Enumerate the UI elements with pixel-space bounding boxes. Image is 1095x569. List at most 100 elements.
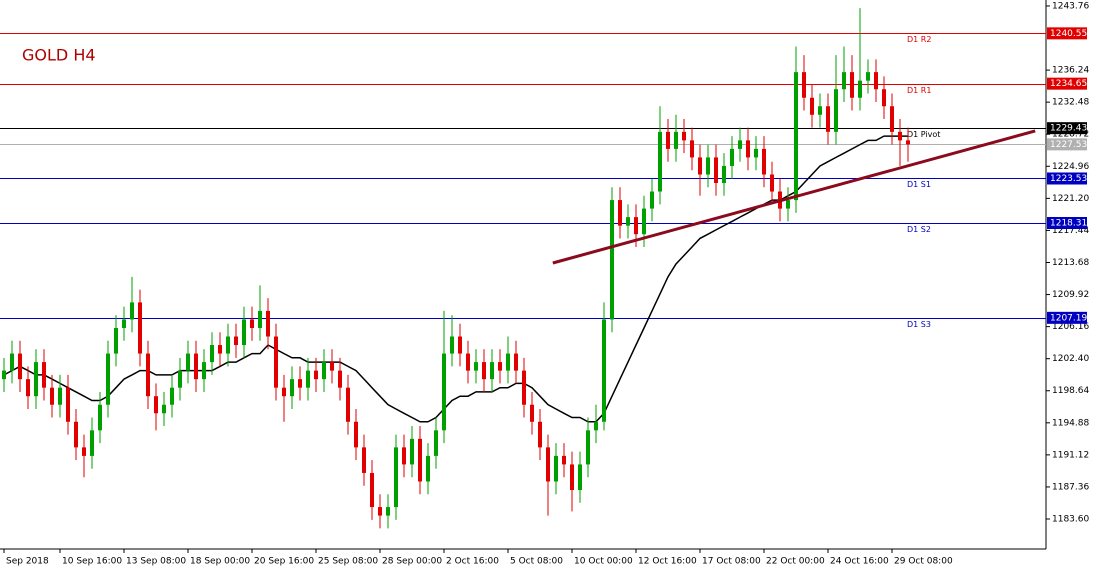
level-label: D1 R1: [907, 86, 931, 95]
candle-body: [754, 148, 758, 158]
candle-body: [274, 336, 278, 388]
y-tick-label: 1191.12: [1052, 450, 1089, 460]
current-box: [1047, 138, 1087, 151]
candle-body: [554, 455, 558, 482]
candle-body: [106, 353, 110, 405]
candle-body: [626, 217, 630, 226]
candle-body: [418, 438, 422, 482]
x-tick-label: 5 Oct 08:00: [510, 557, 563, 567]
candle-body: [314, 370, 318, 380]
x-tick-label: 24 Oct 16:00: [830, 557, 889, 567]
candle-body: [794, 72, 798, 201]
candle-body: [898, 131, 902, 141]
y-tick-label: 1202.40: [1052, 354, 1089, 364]
level-box: [1047, 217, 1087, 230]
candle-body: [426, 455, 430, 482]
candle-body: [850, 72, 854, 98]
candle-body: [818, 106, 822, 115]
candle-body: [490, 362, 494, 380]
y-tick-label: 1221.20: [1052, 194, 1089, 204]
candle-body: [738, 140, 742, 149]
candle-body: [234, 336, 238, 346]
candle-body: [258, 310, 262, 328]
candle-body: [98, 404, 102, 431]
candle-body: [330, 362, 334, 371]
candle-body: [658, 131, 662, 192]
candle-body: [386, 507, 390, 516]
x-tick-label: 28 Sep 00:00: [382, 557, 442, 567]
candle-body: [26, 379, 30, 397]
candle-body: [42, 362, 46, 388]
x-tick-label: Sep 2018: [6, 557, 49, 567]
x-tick-label: 29 Oct 08:00: [894, 557, 953, 567]
candle-body: [210, 345, 214, 363]
candle-body: [546, 447, 550, 482]
level-label: D1 S2: [907, 225, 931, 234]
candle-body: [50, 387, 54, 405]
level-price: 1229.43: [1050, 124, 1087, 134]
candle-body: [362, 447, 366, 473]
candle-body: [770, 174, 774, 192]
candle-body: [698, 157, 702, 175]
current-price: 1227.53: [1050, 140, 1087, 150]
candle-body: [122, 319, 126, 328]
candle-body: [18, 353, 22, 380]
level-box: [1047, 172, 1087, 185]
candle-body: [194, 353, 198, 380]
y-tick-label: 1206.16: [1052, 322, 1089, 332]
candle-body: [250, 319, 254, 328]
y-tick-label: 1198.64: [1052, 386, 1089, 396]
x-tick-label: 12 Oct 16:00: [638, 557, 697, 567]
x-tick-label: 2 Oct 16:00: [446, 557, 499, 567]
candle-body: [226, 336, 230, 354]
candle-body: [146, 353, 150, 397]
y-tick-label: 1209.92: [1052, 290, 1089, 300]
candle-body: [874, 72, 878, 90]
candle-body: [354, 421, 358, 448]
candle-body: [74, 421, 78, 448]
x-tick-label: 25 Sep 08:00: [318, 557, 378, 567]
candle-body: [450, 336, 454, 354]
level-label: D1 R2: [907, 35, 931, 44]
candle-body: [586, 430, 590, 465]
candle-body: [746, 140, 750, 158]
y-tick-label: 1228.72: [1052, 130, 1089, 140]
candle-body: [810, 97, 814, 115]
candle-body: [474, 362, 478, 371]
level-box: [1047, 311, 1087, 324]
chart-title: GOLD H4: [22, 46, 96, 65]
candle-body: [2, 370, 6, 380]
candle-body: [218, 345, 222, 354]
candle-body: [714, 157, 718, 184]
candle-body: [666, 131, 670, 149]
candle-body: [290, 379, 294, 397]
candle-body: [482, 362, 486, 380]
candle-body: [266, 310, 270, 337]
candle-body: [114, 327, 118, 354]
candle-body: [34, 362, 38, 397]
candle-body: [242, 319, 246, 346]
level-label: D1 Pivot: [907, 130, 940, 139]
candle-body: [298, 379, 302, 388]
candle-body: [842, 72, 846, 90]
level-box: [1047, 27, 1087, 40]
level-box: [1047, 122, 1087, 135]
candle-body: [58, 387, 62, 405]
candle-body: [882, 89, 886, 107]
candle-body: [466, 353, 470, 371]
candle-body: [138, 302, 142, 354]
candle-body: [378, 507, 382, 516]
candle-body: [570, 464, 574, 491]
candle-body: [706, 157, 710, 175]
candle-body: [722, 165, 726, 184]
candle-body: [906, 140, 910, 145]
level-price: 1218.31: [1050, 219, 1087, 229]
candle-body: [90, 430, 94, 456]
candle-body: [338, 370, 342, 388]
x-tick-label: 20 Sep 16:00: [254, 557, 314, 567]
candle-body: [178, 370, 182, 388]
candle-body: [538, 421, 542, 448]
candle-body: [530, 404, 534, 422]
